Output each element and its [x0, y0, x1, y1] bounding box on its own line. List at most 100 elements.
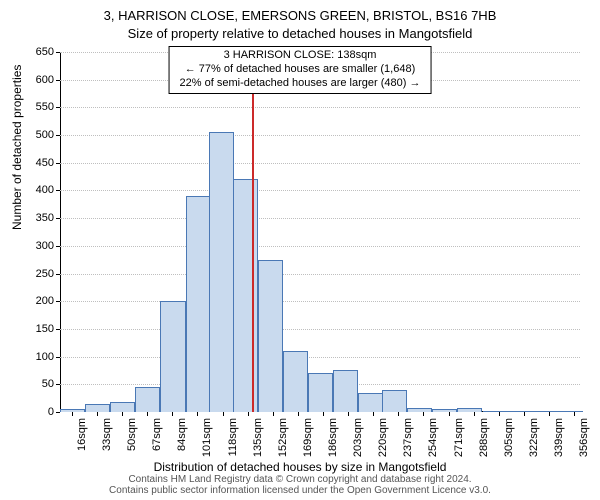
x-tick-label: 356sqm	[578, 418, 590, 457]
annotation-line3: 22% of semi-detached houses are larger (…	[180, 77, 421, 91]
y-tick-mark	[56, 246, 60, 247]
reference-line	[252, 48, 254, 412]
y-tick-mark	[56, 52, 60, 53]
x-tick-label: 33sqm	[101, 418, 113, 451]
gridline	[60, 218, 580, 219]
x-tick-mark	[574, 412, 575, 416]
x-tick-mark	[449, 412, 450, 416]
histogram-bar	[135, 387, 160, 412]
y-tick-mark	[56, 135, 60, 136]
x-tick-label: 101sqm	[201, 418, 213, 457]
y-tick-label: 650	[36, 46, 54, 58]
histogram-bar	[407, 408, 432, 412]
x-tick-mark	[172, 412, 173, 416]
histogram-bar	[457, 408, 482, 412]
x-tick-label: 67sqm	[151, 418, 163, 451]
histogram-bar	[209, 132, 234, 412]
y-tick-label: 100	[36, 351, 54, 363]
y-tick-label: 600	[36, 74, 54, 86]
x-tick-label: 186sqm	[327, 418, 339, 457]
histogram-bar	[186, 196, 211, 412]
y-tick-label: 0	[48, 406, 54, 418]
y-tick-mark	[56, 329, 60, 330]
y-tick-mark	[56, 384, 60, 385]
annotation-box: 3 HARRISON CLOSE: 138sqm ← 77% of detach…	[169, 46, 432, 94]
y-tick-mark	[56, 357, 60, 358]
histogram-bar	[533, 411, 558, 412]
x-tick-mark	[223, 412, 224, 416]
y-tick-label: 250	[36, 268, 54, 280]
x-tick-label: 152sqm	[277, 418, 289, 457]
x-tick-label: 271sqm	[453, 418, 465, 457]
x-tick-mark	[298, 412, 299, 416]
y-tick-mark	[56, 190, 60, 191]
x-tick-mark	[549, 412, 550, 416]
chart-container: 3, HARRISON CLOSE, EMERSONS GREEN, BRIST…	[0, 0, 600, 500]
x-tick-mark	[122, 412, 123, 416]
histogram-bar	[160, 301, 185, 412]
plot-area: 0501001502002503003504004505005506006501…	[60, 52, 580, 412]
histogram-bar	[432, 409, 457, 412]
chart-title-line2: Size of property relative to detached ho…	[0, 26, 600, 41]
x-tick-label: 135sqm	[252, 418, 264, 457]
histogram-bar	[382, 390, 407, 412]
x-tick-label: 322sqm	[528, 418, 540, 457]
x-tick-label: 84sqm	[176, 418, 188, 451]
histogram-bar	[233, 179, 258, 412]
y-tick-mark	[56, 80, 60, 81]
x-tick-mark	[499, 412, 500, 416]
y-tick-mark	[56, 301, 60, 302]
x-tick-mark	[423, 412, 424, 416]
y-tick-mark	[56, 218, 60, 219]
histogram-bar	[508, 411, 533, 412]
histogram-bar	[258, 260, 283, 412]
x-tick-mark	[398, 412, 399, 416]
y-tick-mark	[56, 274, 60, 275]
gridline	[60, 190, 580, 191]
y-tick-label: 400	[36, 184, 54, 196]
x-tick-label: 305sqm	[503, 418, 515, 457]
x-tick-mark	[348, 412, 349, 416]
x-tick-label: 118sqm	[227, 418, 239, 456]
x-tick-mark	[97, 412, 98, 416]
x-axis-label: Distribution of detached houses by size …	[0, 460, 600, 474]
gridline	[60, 135, 580, 136]
histogram-bar	[308, 373, 333, 412]
annotation-line2: ← 77% of detached houses are smaller (1,…	[180, 63, 421, 77]
gridline	[60, 329, 580, 330]
y-tick-label: 450	[36, 157, 54, 169]
x-tick-label: 339sqm	[553, 418, 565, 457]
y-tick-label: 350	[36, 212, 54, 224]
histogram-bar	[358, 393, 383, 412]
y-tick-label: 550	[36, 101, 54, 113]
x-tick-mark	[72, 412, 73, 416]
y-tick-mark	[56, 107, 60, 108]
gridline	[60, 357, 580, 358]
y-tick-label: 300	[36, 240, 54, 252]
x-tick-mark	[273, 412, 274, 416]
annotation-line1: 3 HARRISON CLOSE: 138sqm	[180, 49, 421, 63]
x-tick-mark	[474, 412, 475, 416]
y-tick-mark	[56, 163, 60, 164]
y-axis-label: Number of detached properties	[10, 65, 24, 230]
x-tick-label: 203sqm	[352, 418, 364, 457]
y-tick-label: 50	[42, 378, 54, 390]
gridline	[60, 107, 580, 108]
x-tick-label: 220sqm	[377, 418, 389, 457]
x-tick-mark	[373, 412, 374, 416]
x-tick-label: 254sqm	[427, 418, 439, 457]
histogram-bar	[558, 411, 583, 412]
x-tick-label: 16sqm	[76, 418, 88, 451]
footer-line1: Contains HM Land Registry data © Crown c…	[0, 474, 600, 485]
histogram-bar	[110, 402, 135, 412]
x-tick-label: 169sqm	[302, 418, 314, 457]
histogram-bar	[283, 351, 308, 412]
x-tick-label: 50sqm	[126, 418, 138, 451]
histogram-bar	[333, 370, 358, 412]
y-tick-mark	[56, 412, 60, 413]
gridline	[60, 163, 580, 164]
gridline	[60, 301, 580, 302]
histogram-bar	[483, 411, 508, 412]
x-tick-mark	[323, 412, 324, 416]
histogram-bar	[85, 404, 110, 412]
